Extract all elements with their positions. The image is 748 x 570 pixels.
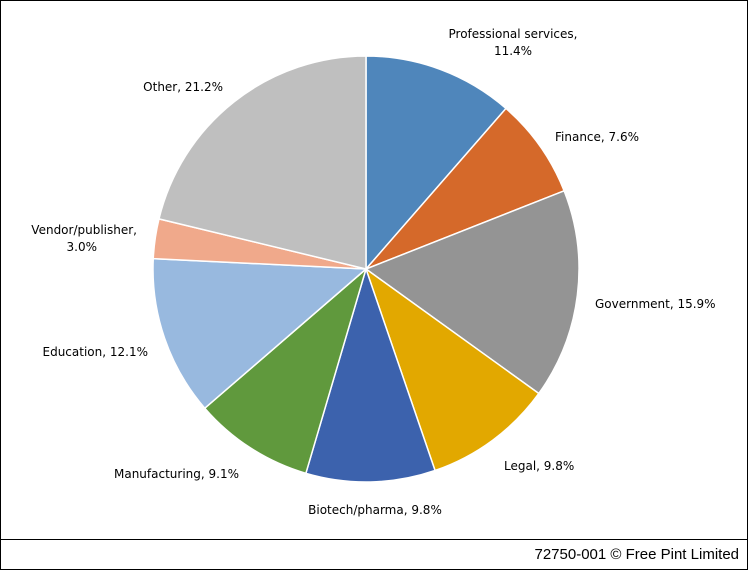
pie-slice-legal	[364, 267, 540, 472]
data-label-other: Other, 21.2%	[143, 80, 223, 94]
pie-slice-finance	[365, 107, 566, 270]
data-label-biotech-pharma: Biotech/pharma, 9.8%	[308, 503, 442, 517]
pie-chart: Professional services, 11.4% Finance, 7.6%…	[31, 27, 715, 517]
pie-slice-biotech-pharma	[304, 266, 437, 483]
data-label-legal: Legal, 9.8%	[504, 459, 574, 473]
data-label-finance: Finance, 7.6%	[555, 130, 639, 144]
pie-slice-other	[158, 55, 367, 270]
footer-credit: 72750-001 © Free Pint Limited	[534, 546, 740, 563]
pie-slice-government	[364, 189, 580, 395]
pie-slice-professional-services	[365, 55, 508, 272]
data-label-manufacturing: Manufacturing, 9.1%	[114, 467, 239, 481]
data-label-education: Education, 12.1%	[43, 345, 149, 359]
pie-slice-manufacturing	[203, 266, 368, 475]
pie-labels: Professional services, 11.4% Finance, 7.6%…	[31, 27, 715, 517]
footer-divider	[1, 539, 747, 540]
data-label-government: Government, 15.9%	[595, 297, 716, 311]
data-label-professional-services: Professional services, 11.4%	[449, 27, 578, 58]
data-label-vendor-publisher: Vendor/publisher, 3.0%	[31, 223, 137, 254]
pie-slice-education	[152, 257, 368, 410]
pie-slices	[152, 55, 580, 483]
